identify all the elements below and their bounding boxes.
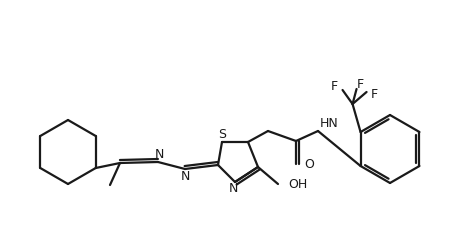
Text: F: F	[331, 79, 338, 92]
Text: S: S	[218, 127, 226, 140]
Text: N: N	[228, 183, 238, 195]
Text: F: F	[371, 87, 378, 101]
Text: OH: OH	[288, 178, 307, 190]
Text: HN: HN	[320, 117, 339, 129]
Text: O: O	[304, 158, 314, 171]
Text: N: N	[180, 171, 190, 184]
Text: F: F	[357, 77, 364, 90]
Text: N: N	[154, 147, 164, 161]
